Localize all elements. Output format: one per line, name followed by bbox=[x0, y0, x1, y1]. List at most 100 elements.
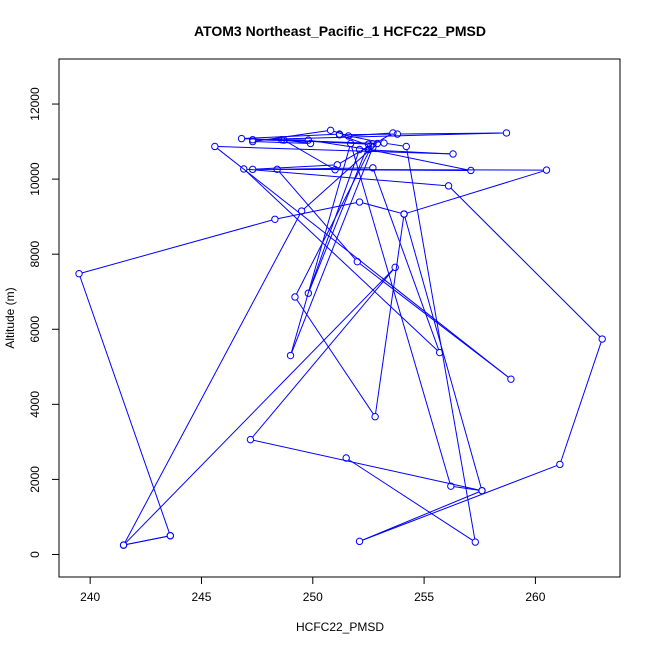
data-point bbox=[447, 482, 455, 490]
chart-title: ATOM3 Northeast_Pacific_1 HCFC22_PMSD bbox=[194, 23, 486, 39]
series-segment bbox=[450, 187, 601, 338]
data-point bbox=[248, 136, 257, 144]
y-tick-label: 12000 bbox=[28, 87, 42, 121]
data-point bbox=[478, 486, 486, 495]
y-axis-label: Altitude (m) bbox=[3, 287, 17, 348]
data-point bbox=[369, 164, 377, 172]
data-point bbox=[335, 130, 344, 138]
series-segment bbox=[560, 341, 602, 462]
data-point bbox=[502, 129, 511, 137]
data-point bbox=[542, 166, 551, 174]
data-point bbox=[435, 348, 444, 357]
data-point bbox=[344, 132, 353, 140]
data-point bbox=[393, 130, 402, 138]
data-point bbox=[326, 126, 335, 135]
x-axis: 240 245 250 255 260 bbox=[80, 576, 546, 604]
data-point bbox=[391, 263, 399, 272]
y-tick-label: 2000 bbox=[28, 466, 42, 493]
series-segment bbox=[362, 491, 480, 541]
series-segment bbox=[375, 217, 405, 414]
series-segment bbox=[255, 132, 504, 141]
series-segment bbox=[387, 143, 404, 147]
data-point bbox=[389, 129, 397, 137]
series-segment bbox=[371, 149, 468, 171]
data-point bbox=[342, 454, 350, 462]
series-segment bbox=[124, 213, 301, 543]
data-point bbox=[402, 142, 410, 151]
series-segment bbox=[296, 299, 374, 415]
plot-frame bbox=[58, 58, 621, 578]
series-segment bbox=[252, 269, 394, 438]
data-point bbox=[598, 335, 606, 343]
data-point bbox=[353, 257, 362, 266]
data-point bbox=[333, 161, 341, 169]
series-segment bbox=[406, 149, 476, 540]
x-tick-label: 250 bbox=[303, 590, 323, 604]
series-segment bbox=[348, 459, 473, 541]
x-tick-label: 245 bbox=[191, 590, 211, 604]
series-segment bbox=[244, 133, 337, 139]
data-point bbox=[369, 140, 377, 148]
series-segment bbox=[125, 269, 394, 544]
data-point bbox=[380, 139, 388, 147]
data-point bbox=[355, 198, 364, 206]
series-segment bbox=[255, 164, 335, 170]
y-tick-label: 6000 bbox=[28, 316, 42, 343]
data-point bbox=[75, 270, 83, 278]
x-tick-label: 255 bbox=[414, 590, 434, 604]
series-line bbox=[79, 130, 602, 545]
data-point bbox=[119, 541, 128, 549]
series-segment bbox=[278, 171, 356, 260]
series-segment bbox=[253, 439, 479, 491]
data-point bbox=[331, 166, 339, 174]
data-point bbox=[286, 351, 295, 360]
data-point bbox=[246, 435, 255, 444]
data-point bbox=[556, 460, 564, 469]
data-point bbox=[444, 182, 453, 190]
series-segment bbox=[244, 138, 375, 144]
x-axis-label: HCFC22_PMSD bbox=[296, 620, 384, 634]
series-segment bbox=[290, 146, 351, 353]
series-segment bbox=[79, 276, 170, 533]
y-tick-label: 0 bbox=[28, 551, 42, 558]
series-segment bbox=[126, 535, 168, 545]
y-tick-label: 4000 bbox=[28, 391, 42, 418]
series-segment bbox=[81, 219, 272, 274]
series-segment bbox=[351, 146, 451, 484]
data-point bbox=[471, 538, 479, 546]
data-point bbox=[366, 142, 375, 150]
series-segment bbox=[308, 152, 359, 291]
series-points bbox=[75, 126, 606, 549]
data-point bbox=[277, 136, 286, 144]
series-segment bbox=[303, 148, 371, 210]
data-point bbox=[400, 210, 408, 218]
data-point bbox=[467, 166, 475, 175]
data-point bbox=[297, 207, 306, 215]
y-tick-label: 10000 bbox=[28, 162, 42, 196]
series-segment bbox=[373, 170, 440, 350]
data-point bbox=[211, 142, 219, 151]
series-segment bbox=[217, 148, 509, 378]
data-point bbox=[371, 413, 379, 421]
series-segment bbox=[280, 167, 370, 170]
data-point bbox=[346, 139, 355, 148]
data-point bbox=[166, 532, 175, 540]
data-point bbox=[291, 293, 299, 301]
data-point bbox=[306, 139, 315, 148]
data-point bbox=[271, 215, 279, 223]
y-axis: 0 2000 4000 6000 8000 10000 12000 bbox=[28, 87, 60, 558]
series-segment bbox=[338, 169, 468, 171]
data-point bbox=[364, 140, 373, 148]
series-segment bbox=[218, 146, 450, 155]
series-segment bbox=[342, 133, 395, 136]
data-point bbox=[237, 134, 246, 143]
data-point bbox=[355, 145, 364, 154]
series-segment bbox=[406, 170, 544, 214]
data-point bbox=[507, 375, 515, 383]
data-point bbox=[449, 150, 457, 158]
x-tick-label: 260 bbox=[525, 590, 545, 604]
y-tick-label: 8000 bbox=[28, 241, 42, 268]
series-segment bbox=[362, 202, 402, 214]
series-segment bbox=[286, 141, 333, 169]
x-tick-label: 240 bbox=[80, 590, 100, 604]
